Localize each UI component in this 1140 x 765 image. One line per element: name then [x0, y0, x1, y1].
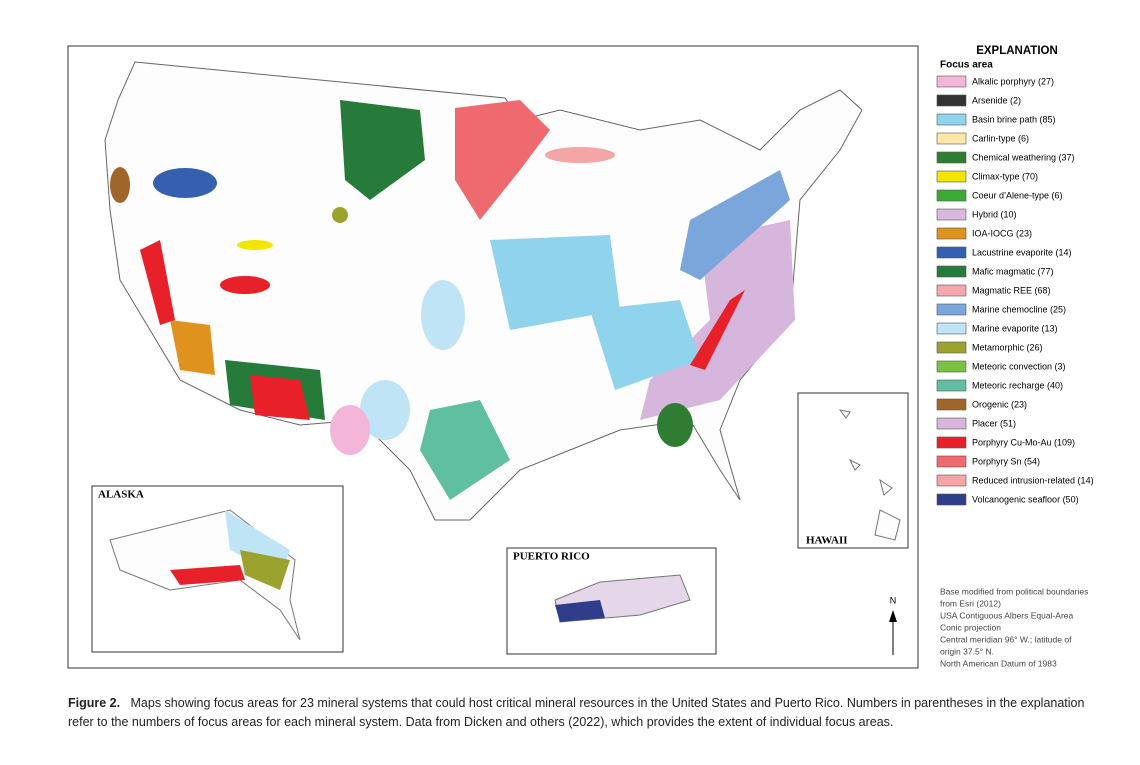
focus-area	[640, 220, 795, 420]
legend-label: IOA-IOCG (23)	[972, 228, 1032, 238]
legend-label: Reduced intrusion-related (14)	[972, 475, 1094, 485]
map-frame	[67, 45, 919, 669]
focus-area	[220, 276, 270, 294]
focus-area	[680, 170, 790, 280]
legend-label: Orogenic (23)	[972, 399, 1027, 409]
focus-area	[332, 207, 348, 223]
focus-area	[360, 380, 410, 440]
legend-label: Coeur d’Alene-type (6)	[972, 190, 1063, 200]
legend-label: Placer (51)	[972, 418, 1016, 428]
legend-label: Porphyry Sn (54)	[972, 456, 1040, 466]
legend-swatch	[936, 341, 967, 354]
legend-swatch	[936, 208, 967, 221]
legend-label: Meteoric convection (3)	[972, 361, 1066, 371]
legend-swatch	[936, 322, 967, 335]
focus-area	[240, 550, 290, 590]
legend-label: Marine evaporite (13)	[972, 323, 1058, 333]
north-arrow-head	[889, 610, 897, 622]
base-note: USA Contiguous Albers Equal-Area	[940, 610, 1074, 620]
focus-area	[140, 240, 175, 325]
legend-label: Chemical weathering (37)	[972, 152, 1075, 162]
focus-area	[421, 280, 465, 350]
focus-area	[545, 147, 615, 163]
north-label: N	[890, 595, 897, 605]
legend-swatch	[936, 284, 967, 297]
legend-label: Mafic magmatic (77)	[972, 266, 1054, 276]
focus-area	[237, 240, 273, 250]
focus-area	[110, 167, 130, 203]
caption: Figure 2. Maps showing focus areas for 2…	[68, 694, 1098, 732]
focus-area	[170, 320, 215, 375]
legend-label: Volcanogenic seafloor (50)	[972, 494, 1079, 504]
legend-swatch	[936, 379, 967, 392]
base-note: from Esri (2012)	[940, 598, 1001, 608]
focus-area	[340, 100, 425, 200]
focus-area	[690, 290, 745, 370]
legend-label: Marine chemocline (25)	[972, 304, 1066, 314]
focus-area	[330, 405, 370, 455]
legend: Alkalic porphyry (27) Arsenide (2) Basin b…	[936, 75, 1094, 506]
legend-label: Meteoric recharge (40)	[972, 380, 1063, 390]
legend-label: Basin brine path (85)	[972, 114, 1056, 124]
inset-label: PUERTO RICO	[513, 551, 590, 563]
figure: ALASKA PUERTO RICO HAWAII N EXPLANATION …	[67, 45, 1094, 669]
hawaii-outline	[838, 409, 901, 541]
focus-area	[590, 300, 700, 390]
legend-swatch	[936, 170, 967, 183]
legend-swatch	[936, 94, 967, 107]
legend-label: Climax-type (70)	[972, 171, 1038, 181]
legend-swatch	[936, 398, 967, 411]
legend-label: Lacustrine evaporite (14)	[972, 247, 1072, 257]
base-notes: Base modified from political boundaries f…	[940, 586, 1088, 668]
focus-area	[153, 168, 217, 198]
legend-swatch	[936, 436, 967, 449]
legend-swatch	[936, 113, 967, 126]
legend-swatch	[936, 474, 967, 487]
legend-label: Arsenide (2)	[972, 95, 1021, 105]
focus-area	[490, 235, 620, 330]
legend-label: Alkalic porphyry (27)	[972, 76, 1054, 86]
legend-label: Hybrid (10)	[972, 209, 1017, 219]
legend-label: Metamorphic (26)	[972, 342, 1043, 352]
caption-text: Maps showing focus areas for 23 mineral …	[68, 696, 1085, 729]
focus-area	[455, 100, 550, 220]
focus-area	[555, 600, 605, 622]
caption-label: Figure 2.	[68, 696, 121, 710]
legend-swatch	[936, 132, 967, 145]
base-note: origin 37.5° N.	[940, 646, 994, 656]
legend-subtitle: Focus area	[940, 60, 993, 71]
legend-swatch	[936, 455, 967, 468]
legend-label: Carlin-type (6)	[972, 133, 1029, 143]
legend-label: Magmatic REE (68)	[972, 285, 1051, 295]
base-note: North American Datum of 1983	[940, 658, 1057, 668]
focus-area	[657, 403, 693, 447]
legend-swatch	[936, 227, 967, 240]
inset-label: HAWAII	[806, 535, 848, 547]
focus-areas	[110, 100, 795, 500]
legend-swatch	[936, 75, 967, 88]
base-note: Conic projection	[940, 622, 1001, 632]
focus-area	[170, 565, 245, 585]
legend-swatch	[936, 493, 967, 506]
legend-swatch	[936, 265, 967, 278]
legend-title: EXPLANATION	[976, 45, 1058, 57]
legend-swatch	[936, 303, 967, 316]
legend-label: Porphyry Cu-Mo-Au (109)	[972, 437, 1075, 447]
legend-swatch	[936, 151, 967, 164]
legend-swatch	[936, 189, 967, 202]
focus-area	[420, 400, 510, 500]
legend-swatch	[936, 417, 967, 430]
base-note: Base modified from political boundaries	[940, 586, 1088, 596]
focus-area	[250, 375, 310, 420]
inset-label: ALASKA	[98, 489, 144, 501]
legend-swatch	[936, 246, 967, 259]
legend-swatch	[936, 360, 967, 373]
base-note: Central meridian 96° W.; latitude of	[940, 634, 1072, 644]
